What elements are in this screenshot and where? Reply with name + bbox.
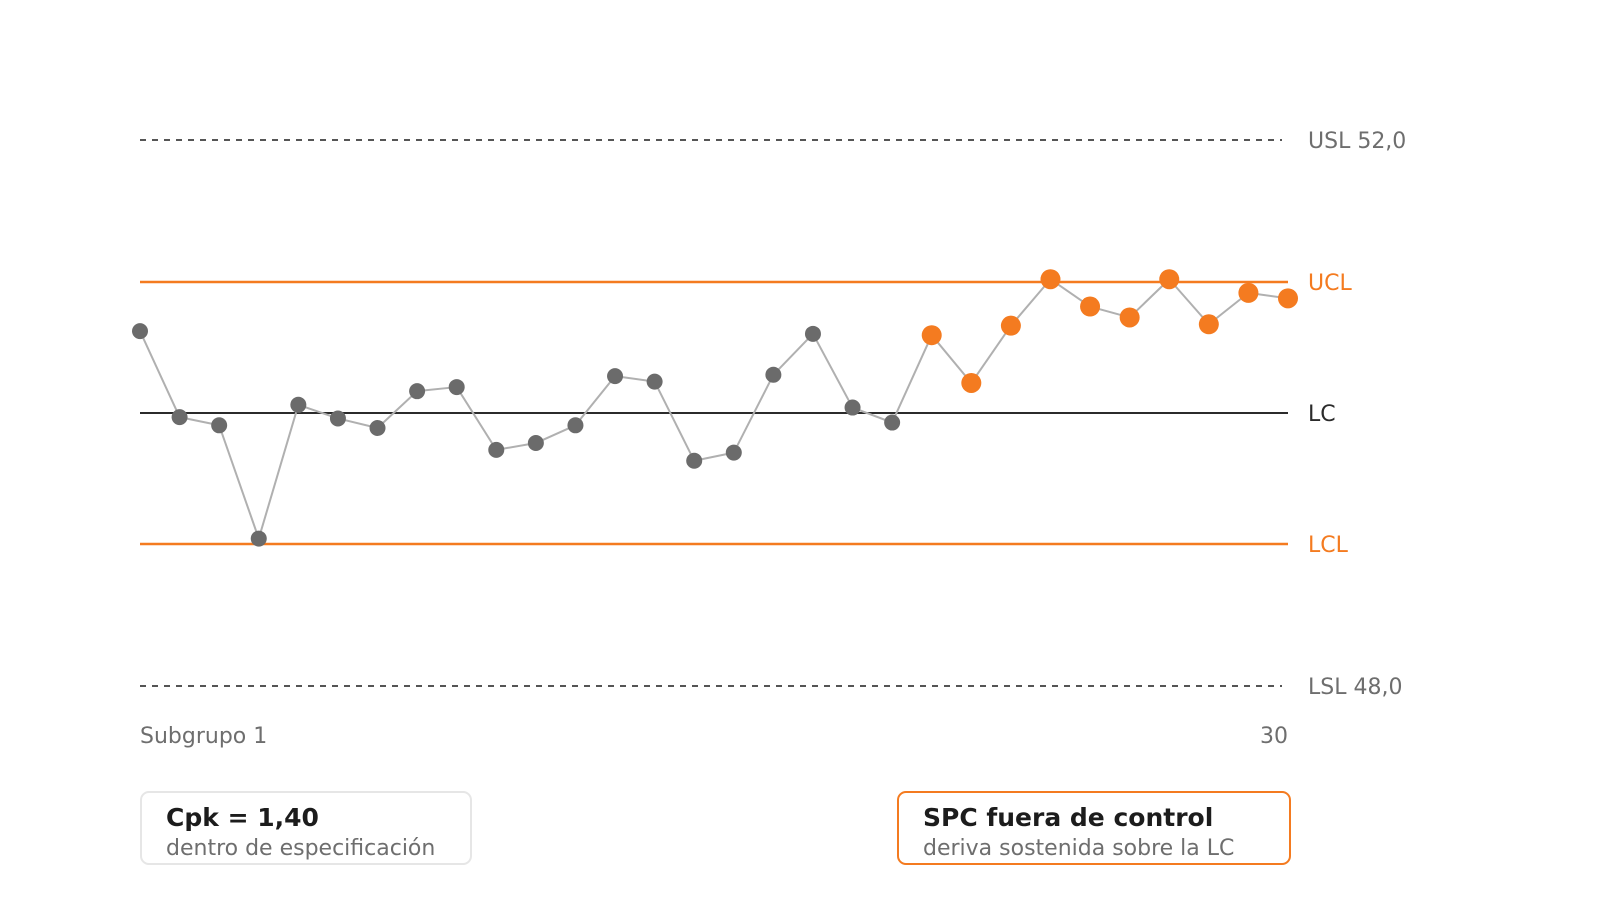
alert-data-point — [1000, 315, 1021, 336]
data-point — [527, 435, 544, 452]
connector-segment — [455, 386, 498, 451]
data-point — [448, 379, 465, 396]
cpk-card-title: Cpk = 1,40 — [166, 803, 319, 832]
cpk-card-subtitle: dentro de especificación — [166, 836, 436, 861]
data-connectors — [139, 278, 1289, 539]
spc-card-title: SPC fuera de control — [923, 803, 1214, 832]
connector-segment — [257, 404, 300, 539]
connector-segment — [732, 374, 775, 454]
connector-segment — [930, 334, 973, 384]
data-point — [844, 399, 861, 416]
connector-segment — [1010, 278, 1052, 327]
data-point — [488, 441, 505, 458]
lc-label: LC — [1308, 402, 1336, 427]
data-points — [132, 269, 1298, 547]
data-point — [290, 396, 307, 413]
lcl-label: LCL — [1308, 533, 1349, 558]
data-point — [132, 323, 148, 340]
alert-data-point — [1159, 269, 1180, 290]
connector-segment — [574, 375, 616, 426]
connector-segment — [376, 390, 418, 429]
alert-data-point — [921, 325, 942, 346]
cpk-card: Cpk = 1,40 dentro de especificación — [140, 791, 472, 865]
data-point — [250, 530, 267, 547]
connector-segment — [970, 325, 1012, 384]
x-axis-last-label: 30 — [1260, 724, 1288, 749]
limit-lines — [140, 139, 1288, 687]
usl-label: USL 52,0 — [1308, 129, 1406, 154]
data-point — [765, 366, 782, 383]
data-point — [369, 420, 386, 437]
data-point — [409, 383, 426, 400]
data-point — [725, 444, 742, 461]
alert-data-point — [1238, 282, 1259, 303]
alert-data-point — [1040, 269, 1061, 290]
alert-data-point — [1080, 296, 1101, 317]
connector-segment — [218, 424, 260, 539]
alert-data-point — [1119, 307, 1140, 328]
data-point — [804, 325, 821, 342]
data-point — [211, 417, 228, 434]
connector-segment — [139, 330, 181, 418]
spc-alert-card: SPC fuera de control deriva sostenida so… — [897, 791, 1291, 865]
data-point — [646, 373, 663, 390]
data-point — [567, 417, 584, 434]
connector-segment — [653, 381, 696, 462]
spc-card-subtitle: deriva sostenida sobre la LC — [923, 836, 1235, 861]
data-point — [686, 452, 703, 469]
alert-data-point — [1278, 288, 1298, 309]
x-axis-first-label: Subgrupo 1 — [140, 724, 267, 749]
data-point — [607, 368, 624, 385]
data-point — [884, 414, 901, 431]
data-point — [171, 409, 188, 426]
alert-data-point — [1198, 314, 1219, 335]
alert-data-point — [961, 372, 982, 393]
connector-segment — [772, 333, 814, 376]
lsl-label: LSL 48,0 — [1308, 675, 1402, 700]
connector-segment — [812, 333, 854, 409]
data-point — [329, 410, 346, 427]
connector-segment — [891, 334, 933, 423]
limit-labels: USL 52,0 UCL LC LCL LSL 48,0 — [1308, 129, 1406, 700]
ucl-label: UCL — [1308, 271, 1352, 296]
